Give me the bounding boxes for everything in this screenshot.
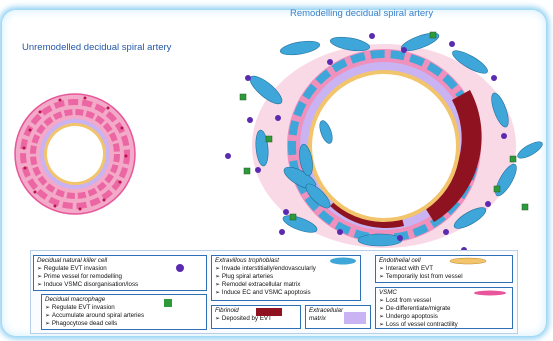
dnk-heading: Decidual natural killer cell — [37, 257, 108, 264]
vsmc-item: Loss of vessel contractility — [379, 321, 509, 329]
evt-item: Induce EC and VSMC apoptosis — [215, 289, 357, 297]
fibrinoid-heading: Fibrinoid — [215, 307, 239, 314]
endothelial-item: Interact with EVT — [379, 265, 509, 273]
legend-dnk: Decidual natural killer cell Regulate EV… — [33, 255, 207, 291]
vsmc-heading: VSMC — [379, 289, 397, 296]
evt-item: Plug spiral arteries — [215, 273, 357, 281]
legend-macrophage: Decidual macrophage Regulate EVT invasio… — [41, 294, 207, 330]
evt-cell-icon — [330, 257, 356, 265]
macrophage-item: Regulate EVT invasion — [45, 304, 203, 312]
unremodelled-title: Unremodelled decidual spiral artery — [22, 42, 172, 53]
macrophage-heading: Decidual macrophage — [45, 296, 106, 303]
macrophage-cell-icon — [164, 299, 172, 307]
evt-item: Remodel extracellular matrix — [215, 281, 357, 289]
vsmc-item: Undergo apoptosis — [379, 313, 509, 321]
endothelial-item: Temporarily lost from vessel — [379, 273, 509, 281]
evt-heading: Extravillous trophoblast — [215, 257, 279, 264]
remodelling-artery — [225, 31, 543, 253]
endothelial-heading: Endothelial cell — [379, 257, 421, 264]
remodelling-title: Remodelling decidual spiral artery — [290, 8, 434, 19]
vsmc-cell-icon — [474, 290, 506, 296]
ecm-heading: Extracellular matrix — [309, 307, 344, 322]
unremodelled-artery — [14, 93, 136, 215]
legend-panel: Decidual natural killer cell Regulate EV… — [30, 250, 518, 334]
legend-vsmc: VSMC Lost from vessel De-differentiate/m… — [375, 287, 513, 329]
dnk-item: Regulate EVT invasion — [37, 265, 203, 273]
legend-evt: Extravillous trophoblast Invade intersti… — [211, 255, 361, 301]
dnk-item: Prime vessel for remodelling — [37, 273, 203, 281]
evt-item: Invade interstitially/endovascularly — [215, 265, 357, 273]
fibrinoid-swatch — [256, 308, 282, 316]
legend-fibrinoid: Fibrinoid Deposited by EVT — [211, 305, 301, 329]
dnk-item: Induce VSMC disorganisation/loss — [37, 281, 203, 289]
macrophage-item: Phagocytose dead cells — [45, 320, 203, 328]
endothelial-cell-icon — [449, 257, 487, 265]
ecm-swatch — [344, 312, 366, 324]
dnk-cell-icon — [176, 264, 184, 272]
vsmc-item: De-differentiate/migrate — [379, 305, 509, 313]
macrophage-item: Accumulate around spiral arteries — [45, 312, 203, 320]
fibrinoid-item: Deposited by EVT — [215, 315, 297, 323]
vsmc-item: Lost from vessel — [379, 297, 509, 305]
legend-ecm: Extracellular matrix — [305, 305, 371, 329]
legend-endothelial: Endothelial cell Interact with EVT Tempo… — [375, 255, 513, 283]
